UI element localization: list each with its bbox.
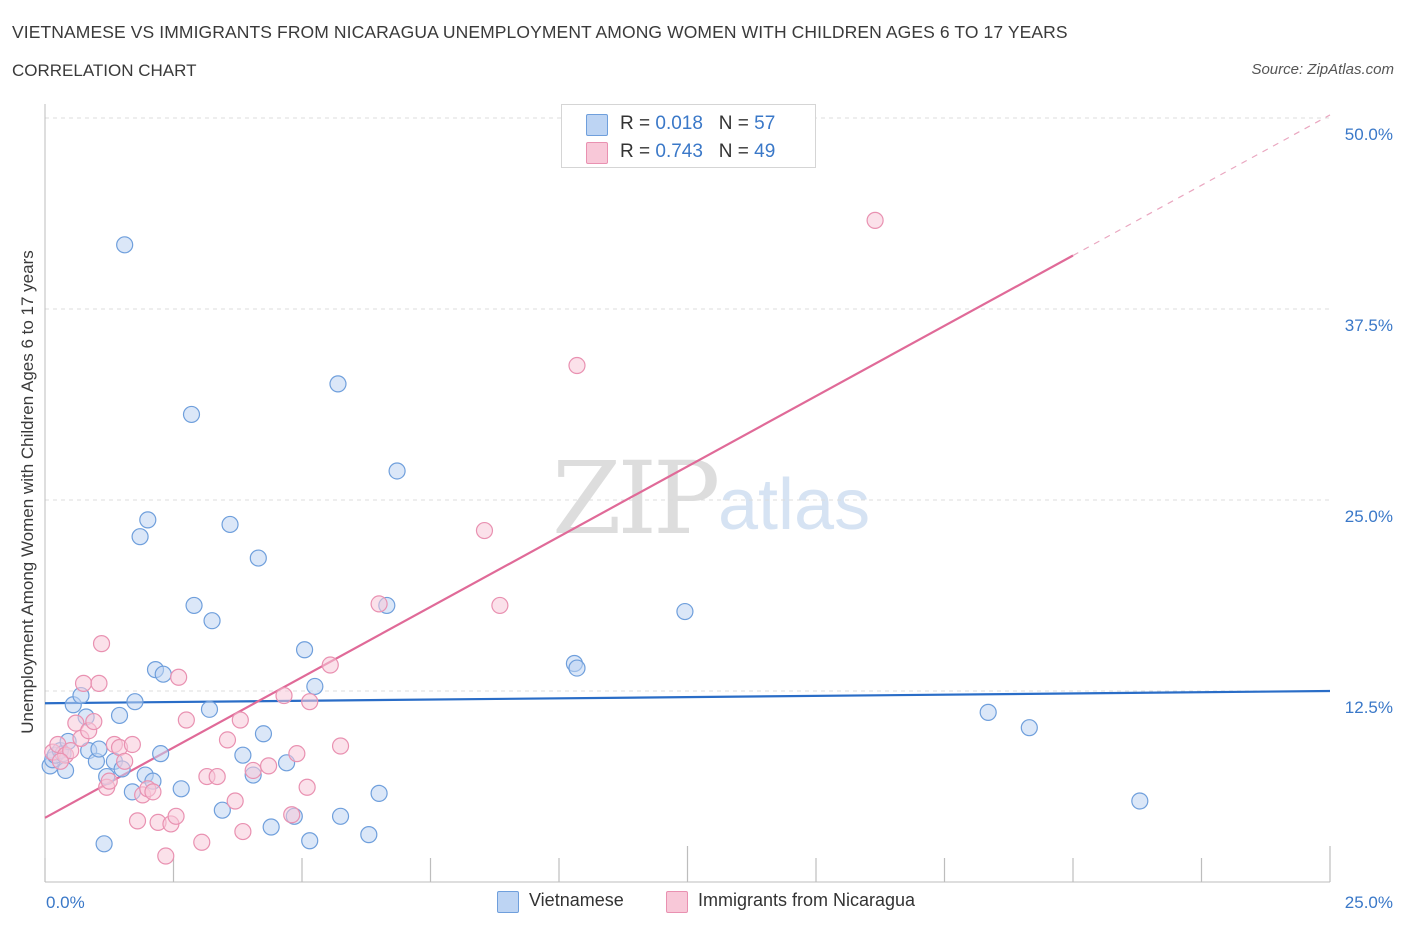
- vietnamese-point: [153, 746, 169, 762]
- vietnamese-swatch: [586, 114, 608, 136]
- vietnamese-point: [263, 819, 279, 835]
- vietnamese-point: [330, 376, 346, 392]
- nicaragua-point: [101, 773, 117, 789]
- nicaragua-point: [569, 358, 585, 374]
- x-tick-label: 0.0%: [46, 893, 85, 912]
- vietnamese-point: [371, 785, 387, 801]
- nicaragua-point: [232, 712, 248, 728]
- vietnamese-point: [297, 642, 313, 658]
- nicaragua-point: [52, 753, 68, 769]
- vietnamese-point: [389, 463, 405, 479]
- vietnamese-point: [235, 747, 251, 763]
- nicaragua-point: [178, 712, 194, 728]
- vietnamese-swatch: [497, 891, 519, 913]
- vietnamese-point: [127, 694, 143, 710]
- nicaragua-swatch: [586, 142, 608, 164]
- tick-label-layer: 12.5% 25.0% 37.5% 50.0% 0.0% 25.0%: [46, 125, 1393, 912]
- vietnamese-point: [132, 529, 148, 545]
- vietnamese-point: [302, 833, 318, 849]
- nicaragua-point: [158, 848, 174, 864]
- n-value: 57: [754, 113, 775, 134]
- nicaragua-point: [333, 738, 349, 754]
- nicaragua-point: [302, 694, 318, 710]
- r-value: 0.018: [655, 113, 703, 134]
- vietnamese-point: [155, 666, 171, 682]
- legend-label-vietnamese: Vietnamese: [529, 890, 624, 911]
- nicaragua-point: [168, 808, 184, 824]
- vietnamese-point: [677, 604, 693, 620]
- legend-text: R = 0.743 N = 49: [620, 141, 775, 163]
- nicaragua-point: [276, 688, 292, 704]
- nicaragua-point: [299, 779, 315, 795]
- vietnamese-point: [307, 678, 323, 694]
- n-label: N =: [719, 141, 754, 162]
- vietnamese-point: [980, 704, 996, 720]
- nicaragua-point: [145, 784, 161, 800]
- r-label: R =: [620, 113, 655, 134]
- vietnamese-point: [1132, 793, 1148, 809]
- vietnamese-point: [140, 512, 156, 528]
- r-label: R =: [620, 141, 655, 162]
- vietnamese-point: [250, 550, 266, 566]
- nicaragua-point: [130, 813, 146, 829]
- nicaragua-point: [91, 675, 107, 691]
- nicaragua-point: [209, 769, 225, 785]
- nicaragua-point: [322, 657, 338, 673]
- y-tick-label: 12.5%: [1345, 698, 1393, 717]
- legend-label-nicaragua: Immigrants from Nicaragua: [698, 890, 915, 911]
- vietnamese-point: [173, 781, 189, 797]
- vietnamese-point: [222, 516, 238, 532]
- nicaragua-trend-extension: [1073, 115, 1330, 256]
- vietnamese-point: [201, 701, 217, 717]
- nicaragua-point: [76, 675, 92, 691]
- n-label: N =: [719, 113, 754, 134]
- y-axis-label: Unemployment Among Women with Children A…: [18, 250, 38, 734]
- vietnamese-point: [204, 613, 220, 629]
- vietnamese-point: [569, 660, 585, 676]
- y-tick-label: 37.5%: [1345, 316, 1393, 335]
- nicaragua-point: [245, 762, 261, 778]
- nicaragua-swatch: [666, 891, 688, 913]
- nicaragua-point: [194, 834, 210, 850]
- legend-text: R = 0.018 N = 57: [620, 113, 775, 135]
- vietnamese-point: [91, 741, 107, 757]
- nicaragua-point: [284, 807, 300, 823]
- stats-legend: R = 0.018 N = 57 R = 0.743 N = 49: [561, 104, 816, 168]
- vietnamese-trend-line: [45, 691, 1330, 703]
- nicaragua-trend-line: [45, 256, 1073, 818]
- nicaragua-point: [171, 669, 187, 685]
- y-tick-label: 50.0%: [1345, 125, 1393, 144]
- points-layer: [42, 212, 1148, 864]
- vietnamese-point: [117, 237, 133, 253]
- nicaragua-point: [235, 824, 251, 840]
- vietnamese-point: [333, 808, 349, 824]
- nicaragua-point: [867, 212, 883, 228]
- nicaragua-point: [94, 636, 110, 652]
- vietnamese-point: [361, 827, 377, 843]
- y-tick-label: 25.0%: [1345, 507, 1393, 526]
- nicaragua-point: [261, 758, 277, 774]
- vietnamese-point: [112, 707, 128, 723]
- n-value: 49: [754, 141, 775, 162]
- nicaragua-point: [219, 732, 235, 748]
- r-value: 0.743: [655, 141, 703, 162]
- nicaragua-point: [227, 793, 243, 809]
- nicaragua-point: [492, 597, 508, 613]
- nicaragua-point: [289, 746, 305, 762]
- vietnamese-point: [183, 406, 199, 422]
- vietnamese-point: [96, 836, 112, 852]
- nicaragua-point: [117, 753, 133, 769]
- vietnamese-point: [1021, 720, 1037, 736]
- vietnamese-point: [186, 597, 202, 613]
- nicaragua-point: [124, 736, 140, 752]
- nicaragua-point: [86, 714, 102, 730]
- nicaragua-point: [476, 523, 492, 539]
- nicaragua-point: [371, 596, 387, 612]
- x-tick-label: 25.0%: [1345, 893, 1393, 912]
- vietnamese-point: [255, 726, 271, 742]
